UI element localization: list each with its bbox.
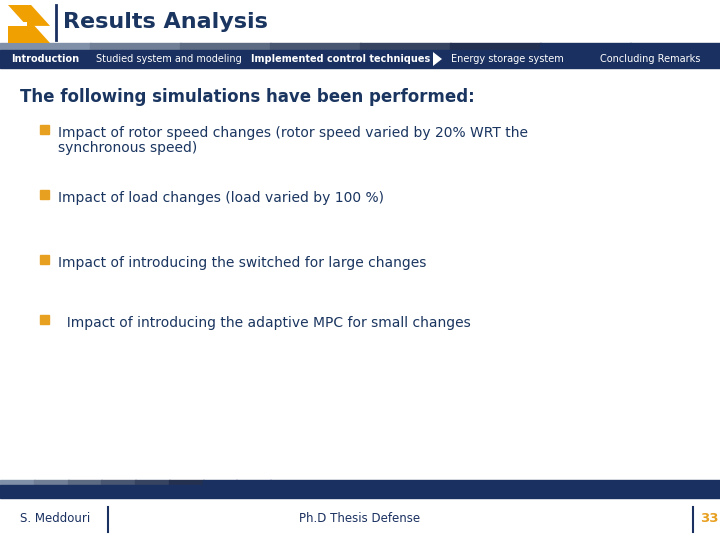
Bar xyxy=(135,480,170,485)
Text: Introduction: Introduction xyxy=(11,54,79,64)
Bar xyxy=(0,43,91,50)
Polygon shape xyxy=(8,22,27,26)
Text: Ph.D Thesis Defense: Ph.D Thesis Defense xyxy=(300,512,420,525)
Text: synchronous speed): synchronous speed) xyxy=(58,141,197,155)
Text: Energy storage system: Energy storage system xyxy=(451,54,563,64)
Polygon shape xyxy=(8,5,50,26)
Polygon shape xyxy=(8,22,50,43)
Bar xyxy=(270,43,361,50)
Bar xyxy=(0,498,720,540)
Text: Impact of introducing the adaptive MPC for small changes: Impact of introducing the adaptive MPC f… xyxy=(58,316,471,330)
Bar xyxy=(40,315,49,324)
Bar xyxy=(0,50,720,68)
Polygon shape xyxy=(433,52,442,66)
Bar xyxy=(0,485,720,498)
Text: S. Meddouri: S. Meddouri xyxy=(20,512,90,525)
Bar xyxy=(0,0,720,43)
Bar xyxy=(180,43,271,50)
Bar xyxy=(630,43,720,50)
Bar xyxy=(68,480,102,485)
Bar xyxy=(40,190,49,199)
Bar xyxy=(0,68,720,480)
Bar xyxy=(0,480,35,485)
Text: Studied system and modeling: Studied system and modeling xyxy=(96,54,242,64)
Bar xyxy=(40,255,49,264)
Text: Concluding Remarks: Concluding Remarks xyxy=(600,54,701,64)
Bar xyxy=(102,480,136,485)
Bar xyxy=(450,43,541,50)
Text: Results Analysis: Results Analysis xyxy=(63,12,268,32)
Bar xyxy=(540,43,631,50)
Bar xyxy=(168,480,204,485)
Bar xyxy=(90,43,181,50)
Bar xyxy=(236,480,271,485)
Bar xyxy=(360,43,451,50)
Text: Impact of rotor speed changes (rotor speed varied by 20% WRT the: Impact of rotor speed changes (rotor spe… xyxy=(58,126,528,140)
Bar xyxy=(202,480,238,485)
Bar xyxy=(40,125,49,134)
Text: 33: 33 xyxy=(700,512,719,525)
Text: Implemented control techniques: Implemented control techniques xyxy=(251,54,430,64)
Bar xyxy=(34,480,68,485)
Text: Impact of introducing the switched for large changes: Impact of introducing the switched for l… xyxy=(58,256,426,270)
Text: The following simulations have been performed:: The following simulations have been perf… xyxy=(20,88,474,106)
Text: Impact of load changes (load varied by 100 %): Impact of load changes (load varied by 1… xyxy=(58,191,384,205)
Bar xyxy=(270,480,720,485)
